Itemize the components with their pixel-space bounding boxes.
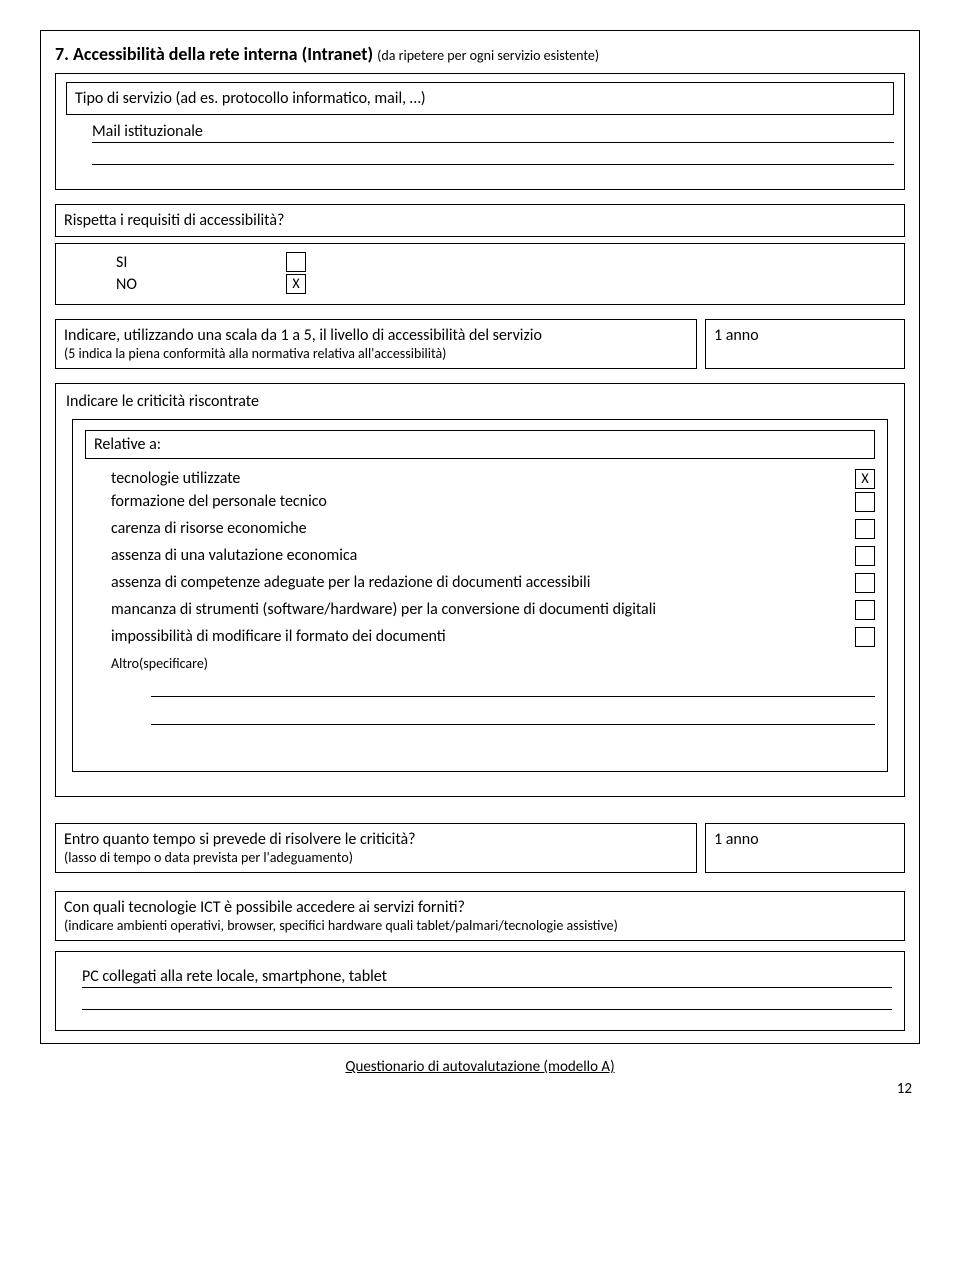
check-box[interactable] (855, 519, 875, 539)
check-row: carenza di risorse economiche (111, 519, 875, 544)
no-checkbox[interactable]: X (286, 274, 306, 294)
tech-blank[interactable] (82, 994, 892, 1010)
si-label: SI (116, 253, 286, 272)
check-text: formazione del personale tecnico (111, 492, 855, 513)
check-text: carenza di risorse economiche (111, 519, 855, 540)
criticita-box: Indicare le criticità riscontrate Relati… (55, 383, 905, 797)
scale-text-1: Indicare, utilizzando una scala da 1 a 5… (64, 326, 688, 345)
tech-question: Con quali tecnologie ICT è possibile acc… (55, 891, 905, 941)
check-text: mancanza di strumenti (software/hardware… (111, 600, 855, 621)
page-number: 12 (40, 1080, 920, 1098)
altro-line-2[interactable] (151, 707, 875, 725)
altro-line-1[interactable] (151, 679, 875, 697)
altro-label: Altro(specificare) (111, 655, 208, 672)
no-label: NO (116, 275, 286, 294)
footer: Questionario di autovalutazione (modello… (40, 1058, 920, 1076)
section-subtitle: (da ripetere per ogni servizio esistente… (377, 47, 599, 64)
entro-q1: Entro quanto tempo si prevede di risolve… (64, 830, 688, 849)
tech-value[interactable]: PC collegati alla rete locale, smartphon… (82, 966, 892, 988)
check-box[interactable]: X (855, 469, 875, 489)
check-text: tecnologie utilizzate (111, 469, 855, 490)
check-box[interactable] (855, 492, 875, 512)
relative-box: Relative a: tecnologie utilizzate X form… (72, 419, 888, 772)
criticita-label: Indicare le criticità riscontrate (66, 392, 894, 411)
check-text: impossibilità di modificare il formato d… (111, 627, 855, 648)
tipo-servizio-value[interactable]: Mail istituzionale (92, 121, 894, 143)
scale-value[interactable]: 1 anno (705, 319, 905, 369)
check-box[interactable] (855, 546, 875, 566)
altro-row: Altro(specificare) (111, 654, 875, 675)
check-row: impossibilità di modificare il formato d… (111, 627, 875, 652)
si-checkbox[interactable] (286, 252, 306, 272)
tipo-servizio-box: Tipo di servizio (ad es. protocollo info… (55, 73, 905, 190)
rispetta-label: Rispetta i requisiti di accessibilità? (55, 204, 905, 237)
tipo-servizio-blank[interactable] (92, 149, 894, 165)
page-border: 7. Accessibilità della rete interna (Int… (40, 30, 920, 1044)
check-box[interactable] (855, 573, 875, 593)
entro-value[interactable]: 1 anno (705, 823, 905, 873)
scale-question: Indicare, utilizzando una scala da 1 a 5… (55, 319, 697, 369)
check-text: assenza di competenze adeguate per la re… (111, 573, 855, 594)
section-num: 7. (55, 43, 69, 65)
check-row: mancanza di strumenti (software/hardware… (111, 600, 875, 625)
entro-question: Entro quanto tempo si prevede di risolve… (55, 823, 697, 873)
check-row: assenza di una valutazione economica (111, 546, 875, 571)
section-title: 7. Accessibilità della rete interna (Int… (55, 43, 905, 65)
tech-answer-box: PC collegati alla rete locale, smartphon… (55, 951, 905, 1031)
check-row: assenza di competenze adeguate per la re… (111, 573, 875, 598)
scale-text-2: (5 indica la piena conformità alla norma… (64, 345, 688, 362)
check-box[interactable] (855, 627, 875, 647)
check-row: formazione del personale tecnico (111, 492, 875, 517)
check-text: assenza di una valutazione economica (111, 546, 855, 567)
si-no-box: SI NO X (55, 243, 905, 305)
section-title-text: Accessibilità della rete interna (Intran… (73, 43, 373, 65)
scale-row: Indicare, utilizzando una scala da 1 a 5… (55, 319, 905, 369)
check-box[interactable] (855, 600, 875, 620)
check-row: tecnologie utilizzate X (111, 469, 875, 490)
tipo-servizio-label: Tipo di servizio (ad es. protocollo info… (66, 82, 894, 115)
entro-row: Entro quanto tempo si prevede di risolve… (55, 823, 905, 873)
relative-label: Relative a: (85, 430, 875, 459)
entro-q2: (lasso di tempo o data prevista per l'ad… (64, 849, 688, 866)
tech-q1: Con quali tecnologie ICT è possibile acc… (64, 898, 896, 917)
tech-q2: (indicare ambienti operativi, browser, s… (64, 917, 896, 934)
